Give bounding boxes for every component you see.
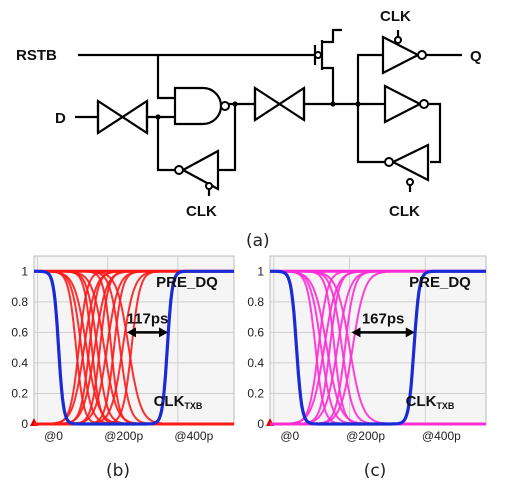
q-label: Q (470, 48, 482, 65)
rstb-label: RSTB (16, 47, 57, 64)
feedback1-left-wire (156, 117, 178, 172)
legend-clk-name: CLK (154, 393, 185, 410)
nand-gate (173, 86, 230, 126)
arrow-head-left (351, 327, 361, 338)
eye-chart-b: 1 0.8 0.6 0.4 0.2 0 @0 @200p @400p PRE_DQ CLKTX… (11, 255, 235, 481)
y-tick-label: 0.8 (247, 295, 264, 309)
transmission-gate-1 (96, 98, 149, 136)
node-dot (155, 114, 161, 120)
y-tick-label: 0.2 (247, 386, 264, 400)
latch-inverter (383, 84, 429, 124)
y-tick-label: 0.4 (247, 356, 264, 370)
latch-out-wire (428, 102, 442, 164)
y-tick-label: 0 (21, 417, 28, 431)
legend-clk-subscript: TXB (184, 401, 203, 411)
legend-clk: CLKTXB (154, 393, 203, 411)
output-inverter (381, 30, 427, 75)
legend-clk-subscript: TXB (436, 401, 455, 411)
annotation-label: 167ps (362, 310, 405, 327)
y-tick-label: 0.2 (11, 386, 28, 400)
arrow-head-right (405, 327, 415, 338)
annotation-label: 117ps (127, 310, 169, 327)
arrow-head-left (126, 327, 136, 338)
eye-chart-c: 1 0.8 0.6 0.4 0.2 0 @0 @200p @400p PRE_DQ CLKTX… (247, 255, 487, 481)
pmos-drain (322, 66, 335, 104)
pre-dq-trace (34, 270, 234, 425)
clk-trace (34, 269, 234, 426)
rstb-to-nand-wire (156, 55, 175, 100)
x-tick-label: @200p (346, 429, 385, 443)
x-tick-label: @400p (422, 429, 461, 443)
x-tick-label: @400p (174, 429, 213, 443)
y-tick-label: 0.4 (11, 356, 28, 370)
feedback-inverter-2 (384, 143, 430, 192)
clk-label-bottom-right: CLK (389, 203, 420, 220)
y-tick-label: 0.6 (247, 325, 264, 339)
x-tick-label: @0 (280, 429, 299, 443)
x-tick-label: @200p (104, 429, 143, 443)
legend-clk: CLKTXB (406, 393, 455, 411)
caption-c: (c) (364, 461, 387, 481)
out-branch-wire (356, 53, 383, 104)
pre-dq-trace (270, 270, 486, 425)
pmos-source (322, 28, 342, 44)
circuit-diagram: RSTB D Q CLK CLK CLK (a) (16, 8, 482, 251)
arrow-head-right (159, 327, 169, 338)
legend-pre-dq: PRE_DQ (156, 274, 218, 291)
transmission-gate-2 (253, 85, 306, 123)
feedback2-wire (356, 104, 385, 164)
y-tick-label: 0 (257, 417, 264, 431)
y-tick-label: 0.6 (11, 325, 28, 339)
pmos-bubble (314, 51, 322, 59)
feedback1-right-wire (218, 104, 237, 172)
caption-b: (b) (106, 461, 130, 481)
feedback-inverter-1 (174, 149, 220, 196)
y-tick-label: 1 (21, 264, 28, 278)
node-dot (330, 101, 336, 107)
d-label: D (55, 110, 66, 127)
clk-label-bottom-left: CLK (186, 203, 217, 220)
clk-label-top: CLK (380, 8, 411, 25)
y-tick-label: 1 (257, 264, 264, 278)
caption-a: (a) (246, 231, 270, 251)
clk-trace (270, 269, 486, 426)
legend-clk-name: CLK (406, 393, 437, 410)
legend-pre-dq: PRE_DQ (409, 274, 471, 291)
x-tick-label: @0 (44, 429, 63, 443)
y-tick-label: 0.8 (11, 295, 28, 309)
